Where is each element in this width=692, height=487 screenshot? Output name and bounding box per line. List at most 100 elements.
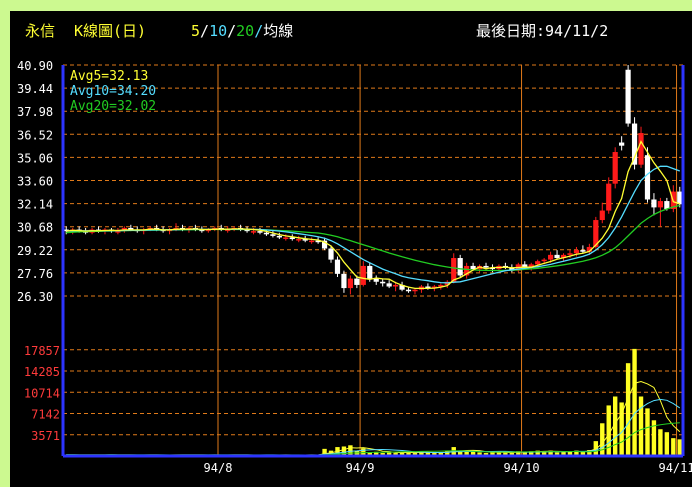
candle-body <box>599 210 605 221</box>
candle-body <box>573 250 580 254</box>
candle-body <box>205 229 211 232</box>
chart-panel <box>10 11 692 487</box>
candlestick <box>321 237 328 251</box>
candlestick <box>205 227 211 233</box>
volume-bar <box>645 408 650 456</box>
avg10-line <box>66 165 681 284</box>
candle-body <box>373 278 379 282</box>
candle-body <box>631 123 638 165</box>
candle-body <box>367 265 373 279</box>
price-axis-ticks: 40.90 39.44 37.98 36.52 35.06 33.60 32.14 30.68… <box>17 59 53 304</box>
volume-bar <box>399 451 405 456</box>
volume-bar <box>425 452 431 456</box>
candle-body <box>548 254 554 260</box>
volume-tick-label: 14285 <box>24 365 60 379</box>
date-tick-label: 94/10 <box>503 461 539 475</box>
candlestick <box>347 275 353 295</box>
volume-bar <box>554 452 560 456</box>
volume-bar <box>470 451 476 456</box>
price-tick-label: 32.14 <box>17 198 53 212</box>
candlestick <box>399 281 405 292</box>
candlestick <box>625 65 631 127</box>
ma-period-10: 10 <box>209 22 228 40</box>
volume-bar <box>496 451 502 456</box>
volume-bars <box>64 348 682 457</box>
candle-body <box>554 254 560 259</box>
volume-bar <box>632 348 637 456</box>
volume-bar <box>529 451 534 456</box>
candle-body <box>283 237 289 239</box>
candle-body <box>289 237 295 240</box>
volume-bar <box>490 452 495 456</box>
legend-avg5: Avg5=32.13 <box>70 69 148 84</box>
ma-periods-label: 5/10/20/均線 <box>191 22 294 40</box>
candlestick <box>276 232 282 240</box>
candlestick <box>619 136 625 151</box>
candle-body <box>380 281 386 284</box>
candlestick <box>341 270 347 293</box>
axis-frame <box>61 65 685 458</box>
volume-bar <box>386 452 392 456</box>
candle-body <box>438 284 444 287</box>
candlestick <box>464 262 470 279</box>
candle-body <box>651 199 657 208</box>
candle-body <box>328 248 334 260</box>
ma-label: 均線 <box>263 22 294 40</box>
candlestick <box>580 245 586 254</box>
candle-body <box>354 278 360 285</box>
volume-bar <box>516 451 521 456</box>
price-tick-label: 27.76 <box>17 267 53 281</box>
candle-body <box>528 264 534 268</box>
candle-body <box>535 261 541 265</box>
stock-name: 永信 <box>25 22 56 40</box>
candle-body <box>257 231 263 233</box>
candlestick <box>457 254 463 278</box>
candle-body <box>580 250 586 252</box>
candle-body <box>451 258 457 282</box>
volume-bar <box>658 429 663 456</box>
candlestick <box>483 262 489 270</box>
moving-averages <box>66 140 681 456</box>
candle-body <box>309 240 315 243</box>
candlestick <box>638 126 644 168</box>
volume-bar <box>638 396 644 456</box>
volume-bar <box>651 420 657 456</box>
candlestick <box>677 186 683 208</box>
volume-bar <box>464 451 469 456</box>
volume-bar <box>341 446 347 456</box>
price-tick-label: 33.60 <box>17 175 53 189</box>
grid <box>63 64 683 456</box>
candlestick <box>554 250 560 260</box>
candlestick <box>289 234 295 241</box>
candle-body <box>263 232 270 235</box>
candle-body <box>567 253 573 255</box>
candle-body <box>276 235 282 238</box>
price-tick-label: 35.06 <box>17 151 53 165</box>
candle-body <box>63 229 69 232</box>
volume-bar <box>548 450 553 456</box>
candle-body <box>399 284 405 290</box>
candle-body <box>457 258 463 276</box>
candlestick <box>612 147 618 189</box>
candlestick <box>373 275 379 285</box>
candle-body <box>638 133 644 165</box>
volume-bar <box>348 445 353 456</box>
candle-body <box>677 191 683 205</box>
candlestick <box>309 237 315 244</box>
volume-bar <box>445 451 450 456</box>
candle-body <box>593 220 599 247</box>
candle-body <box>612 152 618 184</box>
candle-body <box>347 278 353 289</box>
volume-bar <box>322 448 327 456</box>
price-tick-label: 39.44 <box>17 82 53 96</box>
date-axis-ticks: 94/8 94/9 94/10 94/11 <box>204 461 692 475</box>
candle-body <box>625 69 631 124</box>
candlestick <box>238 224 244 232</box>
price-tick-label: 29.22 <box>17 244 53 258</box>
candle-body <box>586 246 592 252</box>
price-tick-label: 37.98 <box>17 105 53 119</box>
candlestick <box>593 216 599 249</box>
volume-bar <box>367 452 372 456</box>
volume-bar <box>406 452 411 456</box>
